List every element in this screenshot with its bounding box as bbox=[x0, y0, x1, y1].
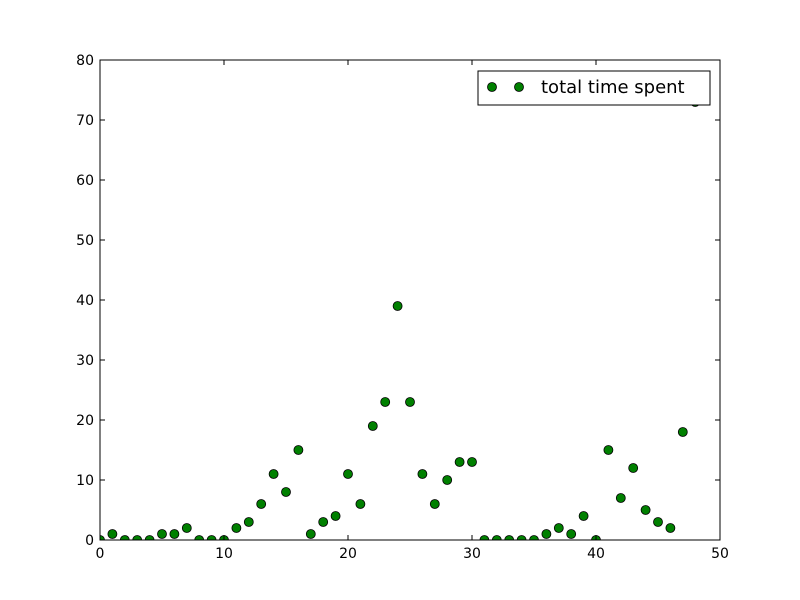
data-point bbox=[454, 457, 465, 467]
y-tick-label: 30 bbox=[76, 353, 94, 369]
data-point bbox=[653, 517, 663, 527]
data-point bbox=[231, 523, 242, 533]
data-point bbox=[392, 301, 403, 311]
data-point bbox=[119, 535, 130, 540]
data-point bbox=[144, 535, 155, 540]
y-tick-label: 70 bbox=[76, 113, 94, 129]
data-point bbox=[281, 487, 291, 497]
data-point bbox=[157, 529, 167, 539]
data-point bbox=[566, 529, 577, 539]
data-point bbox=[429, 499, 440, 509]
x-tick-label: 0 bbox=[96, 546, 105, 562]
data-point bbox=[603, 445, 614, 455]
data-point bbox=[305, 529, 316, 539]
y-axis: 0 10 20 30 40 50 60 70 80 bbox=[76, 53, 720, 549]
x-tick-label: 50 bbox=[711, 546, 729, 562]
data-point bbox=[665, 523, 676, 533]
y-tick-label: 20 bbox=[76, 413, 94, 429]
legend-marker-left bbox=[487, 82, 497, 92]
plot-area-frame bbox=[99, 59, 721, 541]
data-point bbox=[243, 517, 254, 527]
data-point bbox=[516, 535, 527, 540]
data-point bbox=[100, 535, 105, 540]
x-tick-label: 10 bbox=[215, 546, 233, 562]
data-point bbox=[343, 469, 353, 479]
data-point bbox=[640, 505, 651, 515]
data-point bbox=[380, 397, 391, 407]
data-point bbox=[206, 535, 217, 540]
data-point bbox=[256, 499, 267, 509]
data-point bbox=[268, 469, 279, 479]
data-point bbox=[293, 445, 304, 455]
data-point bbox=[405, 397, 415, 407]
legend-marker-right bbox=[514, 82, 524, 92]
data-points bbox=[100, 97, 701, 540]
y-tick-label: 0 bbox=[85, 533, 94, 549]
data-point bbox=[491, 535, 502, 540]
data-point bbox=[479, 535, 490, 540]
data-point bbox=[504, 535, 515, 540]
data-point bbox=[194, 535, 205, 540]
x-tick-label: 30 bbox=[463, 546, 481, 562]
data-point bbox=[107, 529, 118, 539]
legend: total time spent bbox=[477, 70, 711, 106]
data-point bbox=[467, 457, 477, 467]
data-point bbox=[367, 421, 378, 431]
data-point bbox=[355, 499, 366, 509]
y-tick-label: 10 bbox=[76, 473, 94, 489]
data-point bbox=[553, 523, 564, 533]
y-tick-label: 40 bbox=[76, 293, 94, 309]
data-point bbox=[169, 529, 180, 539]
y-tick-label: 80 bbox=[76, 53, 94, 69]
data-point bbox=[442, 475, 453, 485]
x-axis: 0 10 20 30 40 50 bbox=[96, 60, 729, 562]
data-point bbox=[132, 535, 143, 540]
data-point bbox=[529, 535, 539, 540]
data-point bbox=[677, 427, 688, 437]
x-tick-label: 40 bbox=[587, 546, 605, 562]
data-point bbox=[578, 511, 589, 521]
data-point bbox=[541, 529, 552, 539]
data-point bbox=[417, 469, 428, 479]
x-tick-label: 20 bbox=[339, 546, 357, 562]
data-point bbox=[628, 463, 639, 473]
data-point bbox=[181, 523, 192, 533]
legend-label: total time spent bbox=[541, 77, 685, 98]
data-point bbox=[330, 511, 341, 521]
y-tick-label: 50 bbox=[76, 233, 94, 249]
data-point bbox=[318, 517, 329, 527]
data-point bbox=[615, 493, 626, 503]
y-tick-label: 60 bbox=[76, 173, 94, 189]
